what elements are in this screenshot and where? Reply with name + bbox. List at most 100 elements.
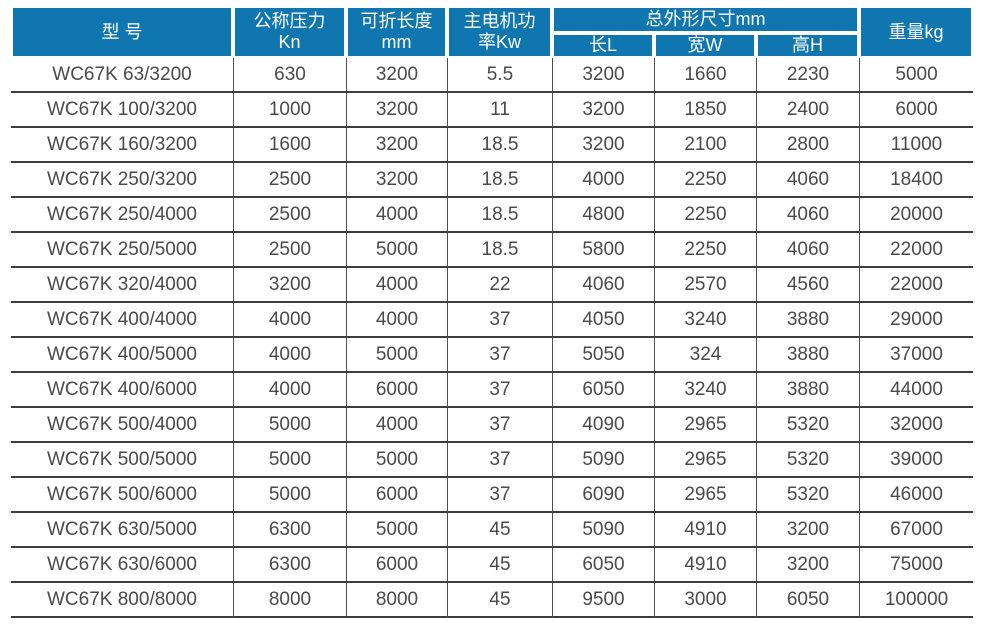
cell-weight: 32000 — [859, 408, 974, 443]
cell-model: WC67K 63/3200 — [11, 58, 233, 93]
cell-model: WC67K 320/4000 — [11, 268, 233, 303]
table-row: WC67K 100/3200 1000 3200 11 3200 1850 2400 6000 — [11, 93, 974, 128]
cell-width-w: 4910 — [654, 548, 756, 583]
cell-nominal-pressure: 5000 — [233, 443, 346, 478]
cell-model: WC67K 250/4000 — [11, 198, 233, 233]
cell-model: WC67K 250/3200 — [11, 163, 233, 198]
spec-table-body: WC67K 63/3200 630 3200 5.5 3200 1660 2230 5000 W… — [11, 58, 974, 618]
cell-width-w: 2250 — [654, 233, 756, 268]
cell-motor-power: 18.5 — [447, 163, 552, 198]
table-row: WC67K 400/6000 4000 6000 37 6050 3240 3880 4400… — [11, 373, 974, 408]
cell-fold-length: 5000 — [346, 233, 447, 268]
header-dim-length: 长L — [552, 33, 654, 58]
cell-motor-power: 18.5 — [447, 233, 552, 268]
header-dim-width-label: 宽W — [687, 35, 723, 55]
cell-length-l: 9500 — [552, 583, 654, 618]
cell-weight: 20000 — [859, 198, 974, 233]
cell-motor-power: 22 — [447, 268, 552, 303]
header-fold-length-label: 可折长度 — [360, 11, 433, 31]
cell-fold-length: 5000 — [346, 513, 447, 548]
cell-fold-length: 4000 — [346, 198, 447, 233]
cell-fold-length: 3200 — [346, 58, 447, 93]
cell-length-l: 5090 — [552, 513, 654, 548]
cell-length-l: 6090 — [552, 478, 654, 513]
cell-height-h: 3200 — [756, 513, 860, 548]
table-row: WC67K 630/6000 6300 6000 45 6050 4910 3200 7500… — [11, 548, 974, 583]
header-fold-length-unit: mm — [381, 32, 412, 52]
header-weight: 重量kg — [859, 6, 974, 58]
cell-height-h: 5320 — [756, 478, 860, 513]
cell-width-w: 2570 — [654, 268, 756, 303]
cell-fold-length: 3200 — [346, 128, 447, 163]
cell-motor-power: 37 — [447, 373, 552, 408]
cell-weight: 67000 — [859, 513, 974, 548]
table-row: WC67K 630/5000 6300 5000 45 5090 4910 3200 6700… — [11, 513, 974, 548]
cell-fold-length: 5000 — [346, 443, 447, 478]
cell-nominal-pressure: 2500 — [233, 163, 346, 198]
cell-weight: 75000 — [859, 548, 974, 583]
header-motor-power-unit: 率Kw — [477, 32, 521, 52]
cell-height-h: 3880 — [756, 303, 860, 338]
cell-length-l: 5800 — [552, 233, 654, 268]
cell-motor-power: 45 — [447, 548, 552, 583]
table-row: WC67K 500/4000 5000 4000 37 4090 2965 5320 3200… — [11, 408, 974, 443]
table-row: WC67K 160/3200 1600 3200 18.5 3200 2100 2800 11… — [11, 128, 974, 163]
cell-height-h: 4060 — [756, 233, 860, 268]
header-weight-label: 重量kg — [888, 21, 944, 42]
cell-weight: 46000 — [859, 478, 974, 513]
table-row: WC67K 500/5000 5000 5000 37 5090 2965 5320 3900… — [11, 443, 974, 478]
cell-weight: 22000 — [859, 233, 974, 268]
cell-model: WC67K 400/4000 — [11, 303, 233, 338]
cell-nominal-pressure: 3200 — [233, 268, 346, 303]
cell-model: WC67K 800/8000 — [11, 583, 233, 618]
header-model-label: 型 号 — [101, 21, 143, 42]
cell-length-l: 4000 — [552, 163, 654, 198]
cell-motor-power: 45 — [447, 513, 552, 548]
cell-nominal-pressure: 5000 — [233, 408, 346, 443]
header-dim-width: 宽W — [654, 33, 756, 58]
cell-height-h: 4060 — [756, 198, 860, 233]
cell-height-h: 2230 — [756, 58, 860, 93]
cell-fold-length: 4000 — [346, 303, 447, 338]
cell-model: WC67K 160/3200 — [11, 128, 233, 163]
cell-model: WC67K 400/5000 — [11, 338, 233, 373]
cell-width-w: 1660 — [654, 58, 756, 93]
cell-nominal-pressure: 630 — [233, 58, 346, 93]
cell-motor-power: 37 — [447, 303, 552, 338]
cell-fold-length: 4000 — [346, 268, 447, 303]
cell-width-w: 3240 — [654, 303, 756, 338]
cell-width-w: 324 — [654, 338, 756, 373]
cell-length-l: 4060 — [552, 268, 654, 303]
cell-weight: 100000 — [859, 583, 974, 618]
cell-nominal-pressure: 2500 — [233, 233, 346, 268]
table-row: WC67K 500/6000 5000 6000 37 6090 2965 5320 4600… — [11, 478, 974, 513]
spec-table-header: 型 号 公称压力 Kn 可折长度 mm 主电机功 率Kw 总外形尺寸mm — [11, 6, 974, 58]
cell-fold-length: 4000 — [346, 408, 447, 443]
header-nominal-pressure-unit: Kn — [278, 32, 301, 52]
cell-fold-length: 6000 — [346, 478, 447, 513]
cell-length-l: 6050 — [552, 548, 654, 583]
cell-length-l: 6050 — [552, 373, 654, 408]
cell-length-l: 4800 — [552, 198, 654, 233]
header-fold-length: 可折长度 mm — [346, 6, 447, 58]
table-row: WC67K 63/3200 630 3200 5.5 3200 1660 2230 5000 — [11, 58, 974, 93]
cell-fold-length: 8000 — [346, 583, 447, 618]
cell-fold-length: 6000 — [346, 548, 447, 583]
cell-width-w: 2250 — [654, 163, 756, 198]
cell-width-w: 1850 — [654, 93, 756, 128]
cell-length-l: 4090 — [552, 408, 654, 443]
cell-width-w: 4910 — [654, 513, 756, 548]
cell-motor-power: 37 — [447, 408, 552, 443]
cell-width-w: 3000 — [654, 583, 756, 618]
cell-model: WC67K 500/5000 — [11, 443, 233, 478]
cell-length-l: 3200 — [552, 58, 654, 93]
cell-nominal-pressure: 4000 — [233, 373, 346, 408]
cell-height-h: 3200 — [756, 548, 860, 583]
cell-weight: 44000 — [859, 373, 974, 408]
cell-width-w: 2965 — [654, 443, 756, 478]
header-nominal-pressure: 公称压力 Kn — [233, 6, 346, 58]
cell-length-l: 3200 — [552, 93, 654, 128]
header-motor-power: 主电机功 率Kw — [447, 6, 552, 58]
header-nominal-pressure-label: 公称压力 — [253, 11, 326, 31]
cell-nominal-pressure: 8000 — [233, 583, 346, 618]
